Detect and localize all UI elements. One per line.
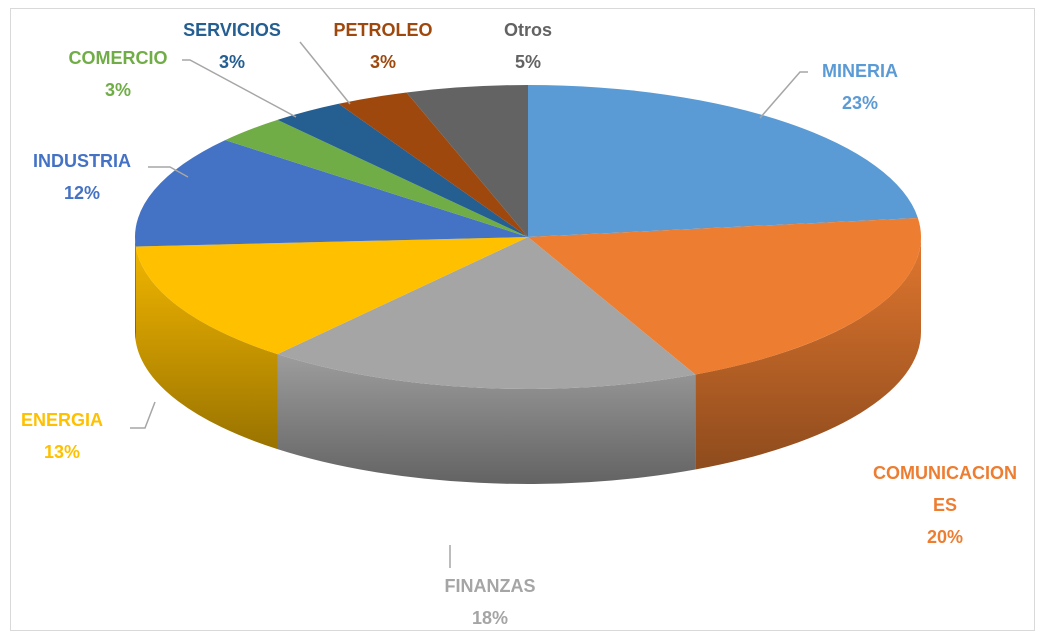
value-label: 20%: [926, 527, 964, 547]
category-label: PETROLEO: [333, 20, 433, 40]
leader-line: [148, 166, 189, 178]
slice: [135, 237, 528, 355]
category-label: FINANZAS: [444, 576, 536, 596]
slice-side: [135, 246, 278, 450]
value-label: 13%: [43, 442, 81, 462]
value-label: 3%: [369, 52, 397, 72]
data-label: SERVICIOS 3%: [183, 14, 281, 78]
slice-side: [695, 237, 921, 470]
category-label: INDUSTRIA: [33, 151, 131, 171]
slice: [406, 85, 528, 237]
category-label: ENERGIA: [20, 410, 104, 430]
data-label: FINANZAS 18%: [445, 570, 536, 634]
slice: [528, 85, 918, 237]
category-label: Otros: [503, 20, 553, 40]
data-label: MINERIA 23%: [822, 55, 898, 119]
slice: [528, 217, 922, 375]
leader-line: [130, 401, 156, 429]
category-label: COMERCIO: [68, 48, 168, 68]
value-label: 3%: [104, 80, 131, 100]
leader-line: [299, 41, 351, 105]
category-label: MINERIA: [822, 61, 898, 81]
data-label: INDUSTRIA 12%: [33, 145, 131, 209]
data-label: COMERCIO 3%: [69, 42, 168, 106]
slice: [338, 92, 528, 237]
leader-line: [182, 59, 297, 118]
slice: [135, 140, 529, 247]
slice-side: [277, 354, 696, 484]
value-label: 5%: [514, 52, 542, 72]
data-label: PETROLEO 3%: [333, 14, 432, 78]
slice: [225, 119, 528, 237]
category-label: SERVICIOS: [183, 20, 281, 40]
slice: [277, 237, 696, 389]
data-label: ENERGIA 13%: [21, 404, 103, 468]
value-label: 3%: [218, 52, 246, 72]
slice: [277, 103, 528, 237]
value-label: 12%: [63, 183, 101, 203]
slice-side: [135, 237, 136, 342]
leader-line: [759, 71, 808, 119]
category-label: COMUNICACIONES: [873, 463, 1017, 515]
value-label: 18%: [471, 608, 509, 628]
data-label: Otros 5%: [504, 14, 552, 78]
data-label: COMUNICACIONES 20%: [868, 457, 1023, 553]
value-label: 23%: [841, 93, 879, 113]
